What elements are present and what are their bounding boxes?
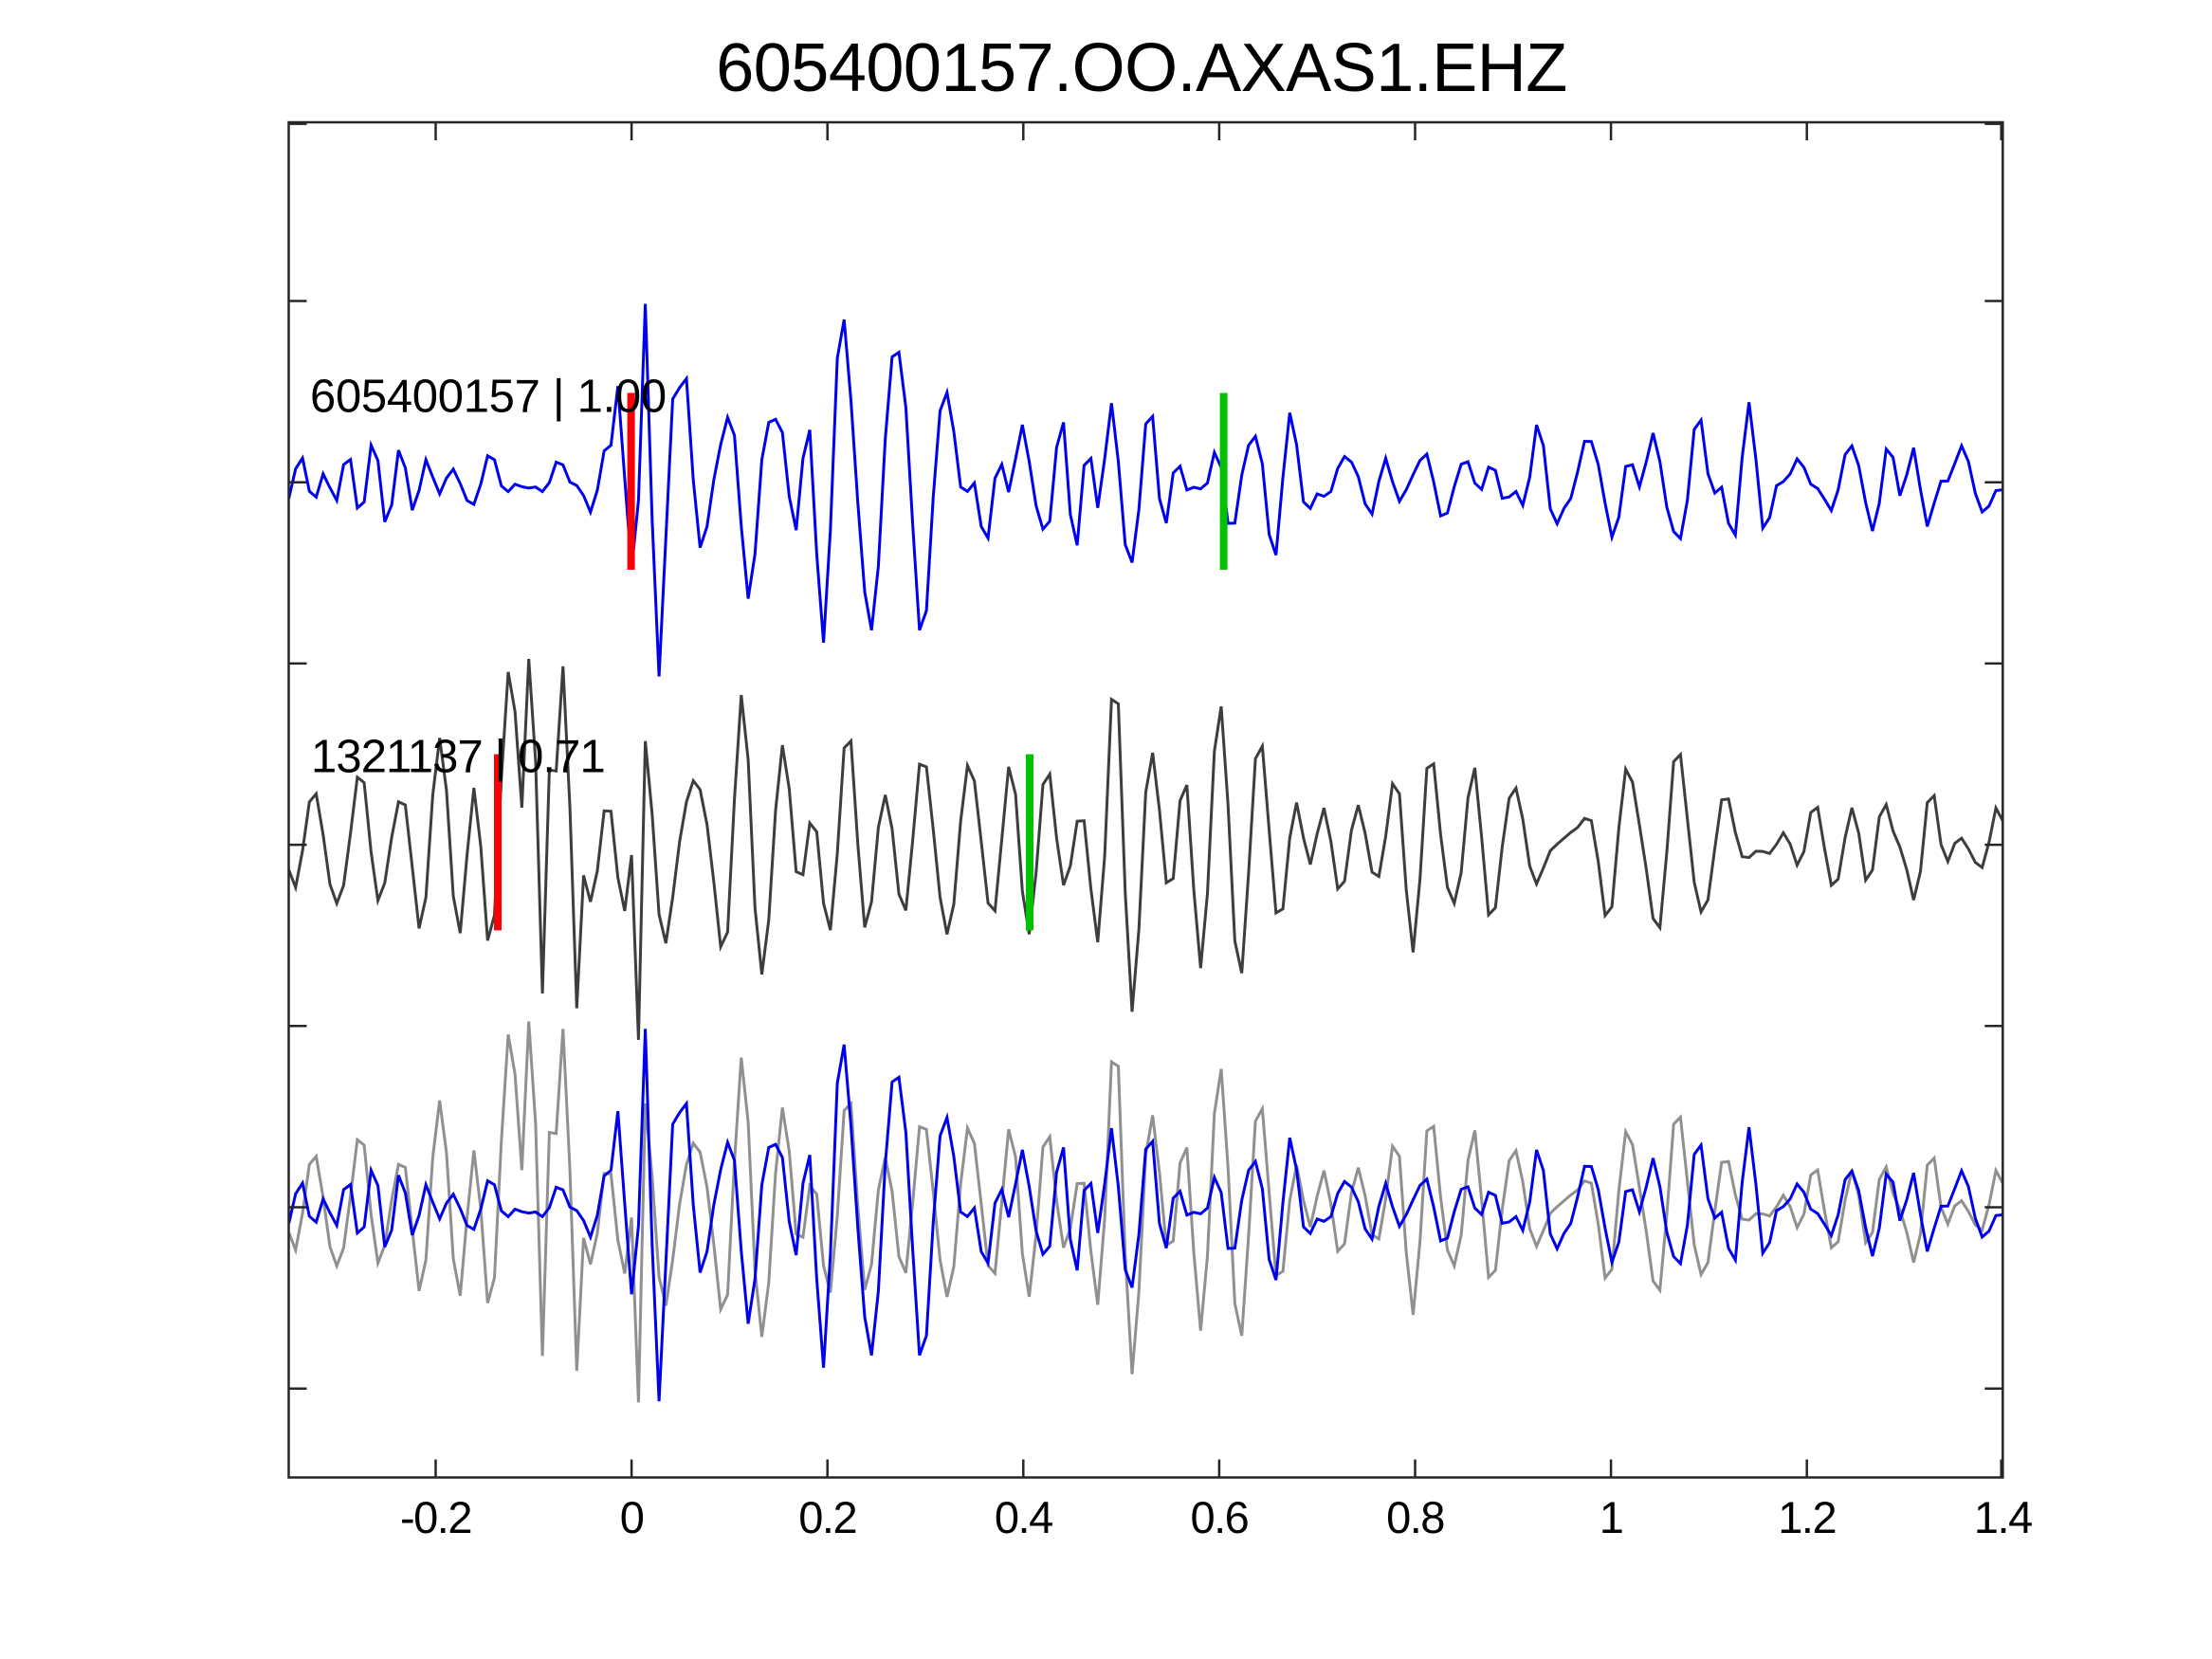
svg-text:1: 1 [1600, 1492, 1623, 1542]
svg-text:1.2: 1.2 [1778, 1492, 1836, 1542]
svg-text:605400157 | 1.00: 605400157 | 1.00 [310, 372, 667, 423]
svg-text:0.8: 0.8 [1386, 1492, 1444, 1542]
svg-text:0.4: 0.4 [995, 1492, 1052, 1542]
svg-text:1.4: 1.4 [1974, 1492, 2032, 1542]
svg-text:1321137 | 0.71: 1321137 | 0.71 [311, 732, 605, 783]
svg-text:0.6: 0.6 [1190, 1492, 1248, 1542]
svg-text:605400157.OO.AXAS1.EHZ: 605400157.OO.AXAS1.EHZ [716, 30, 1567, 106]
svg-text:0.2: 0.2 [798, 1492, 856, 1542]
svg-text:0: 0 [620, 1492, 644, 1542]
svg-text:-0.2: -0.2 [400, 1492, 471, 1542]
